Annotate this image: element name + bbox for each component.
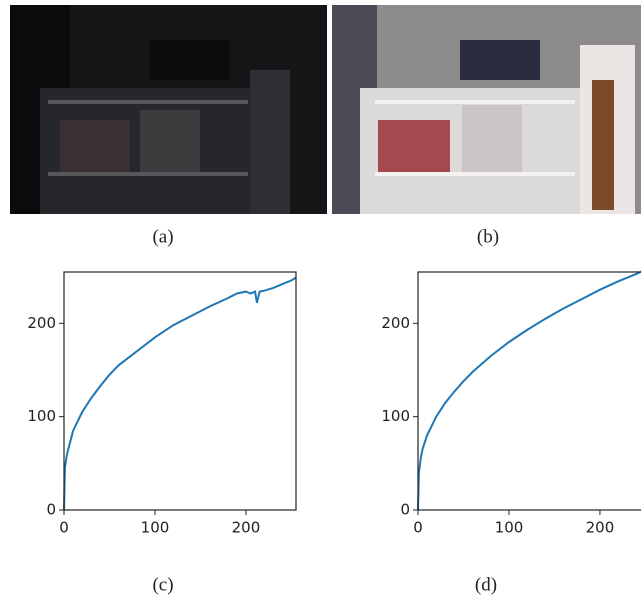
figure: (a) (b) (c) (d) 0 100 200 0 100 200 0 100 200 0 10… <box>0 0 641 603</box>
x-tick-label: 200 <box>586 519 615 537</box>
data-line <box>64 278 296 510</box>
axes-frame <box>64 272 296 510</box>
x-tick-label: 0 <box>413 519 423 537</box>
data-line <box>418 267 641 510</box>
x-tick-label: 100 <box>495 519 524 537</box>
y-tick-label: 100 <box>27 407 56 425</box>
y-tick-label: 0 <box>46 501 56 519</box>
photo-b <box>332 5 641 214</box>
caption: (a) <box>152 226 173 247</box>
x-tick-label: 0 <box>59 519 69 537</box>
caption: (c) <box>152 574 173 595</box>
x-tick-label: 200 <box>232 519 261 537</box>
photo-a <box>10 5 327 214</box>
y-tick-label: 100 <box>381 407 410 425</box>
axes-frame <box>418 272 641 510</box>
page: (a) (b) (c) (d) 0 100 200 0 100 200 0 100 200 0 10… <box>0 0 641 603</box>
caption: (b) <box>477 226 499 247</box>
y-tick-label: 200 <box>381 314 410 332</box>
y-tick-label: 0 <box>400 501 410 519</box>
y-tick-label: 200 <box>27 314 56 332</box>
caption: (d) <box>475 574 497 595</box>
x-tick-label: 100 <box>141 519 170 537</box>
